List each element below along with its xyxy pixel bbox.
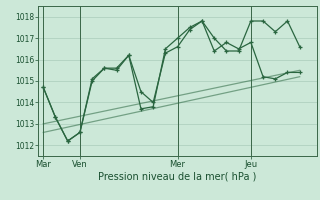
X-axis label: Pression niveau de la mer( hPa ): Pression niveau de la mer( hPa ) (99, 172, 257, 182)
